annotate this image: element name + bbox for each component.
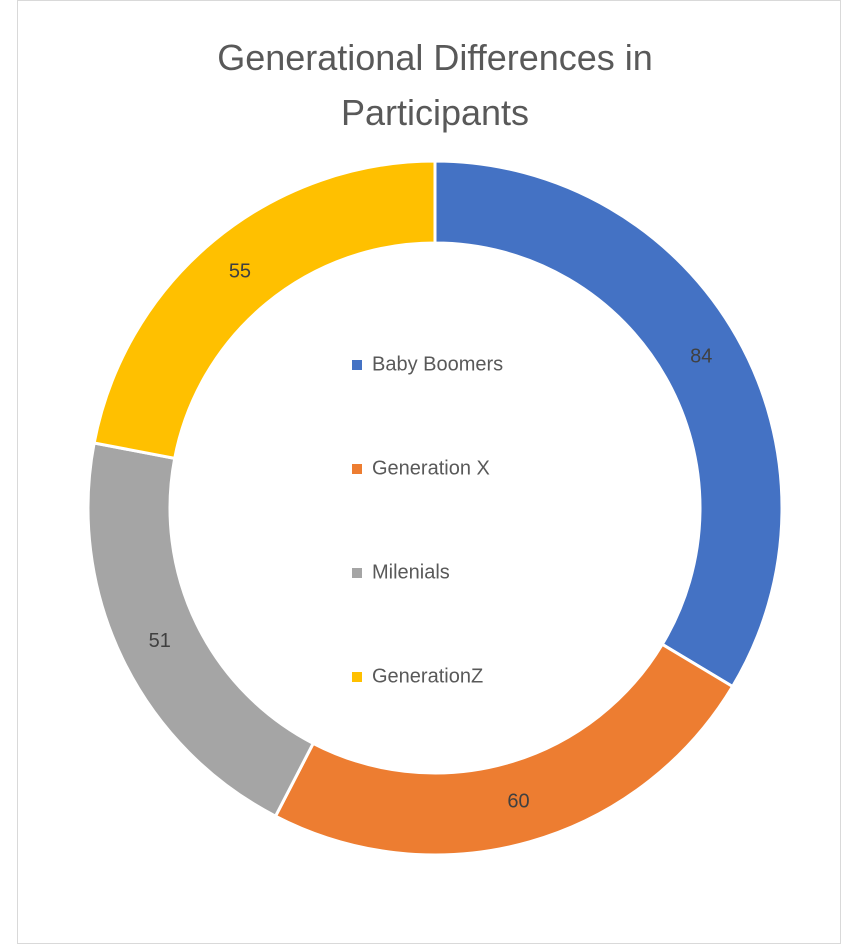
data-label: 84 [690, 346, 712, 368]
chart-title: Generational Differences in Participants [217, 37, 653, 133]
data-label: 51 [149, 630, 171, 652]
doughnut-slice [92, 159, 437, 461]
legend-label: GenerationZ [372, 665, 483, 687]
data-label: 55 [229, 261, 251, 283]
legend-label: Milenials [372, 561, 450, 583]
doughnut-slice [433, 159, 784, 689]
doughnut-slice [86, 441, 316, 819]
legend-label: Generation X [372, 457, 490, 479]
chart-frame [17, 0, 841, 944]
legend-swatch [352, 360, 362, 370]
legend-swatch [352, 568, 362, 578]
data-label: 60 [507, 791, 529, 813]
legend-label: Baby Boomers [372, 353, 503, 375]
doughnut-slice [273, 642, 735, 857]
legend-swatch [352, 672, 362, 682]
legend-swatch [352, 464, 362, 474]
